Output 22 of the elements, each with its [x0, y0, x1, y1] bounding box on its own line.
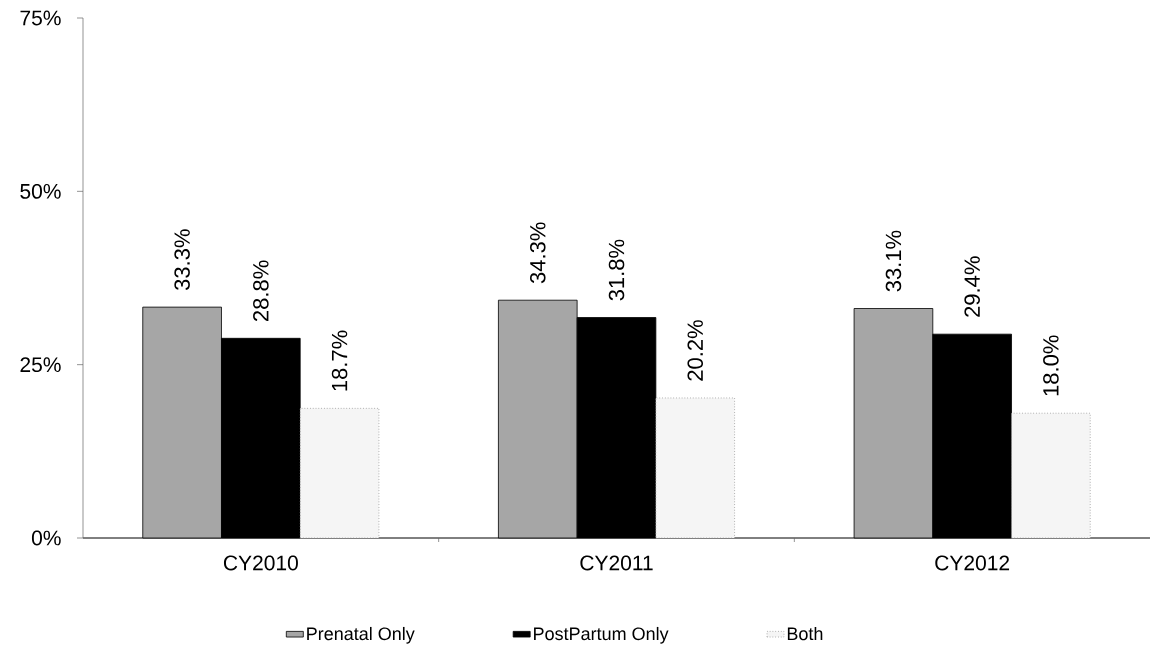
legend-label: PostPartum Only [534, 626, 669, 644]
legend-label: Prenatal Only [307, 626, 415, 644]
data-label: 33.1% [885, 230, 902, 292]
y-tick-label: 75% [20, 10, 61, 26]
y-tick-label: 50% [20, 183, 61, 199]
bar [1011, 412, 1091, 539]
data-label: 29.4% [964, 256, 980, 317]
y-tick-label: 0% [31, 530, 61, 546]
data-label: 18.7% [331, 330, 348, 391]
data-label: 33.3% [174, 229, 190, 291]
data-label: 34.3% [529, 222, 546, 284]
x-tick-label: CY2012 [935, 555, 1010, 571]
data-label: 31.8% [608, 239, 625, 301]
data-label: 28.8% [253, 260, 269, 322]
data-label: 20.2% [687, 320, 704, 381]
legend-label: Both [787, 626, 823, 641]
x-tick-label: CY2011 [580, 555, 653, 571]
bar [299, 407, 380, 539]
bar [655, 397, 735, 539]
x-tick-label: CY2010 [223, 555, 298, 571]
data-label: 18.0% [1043, 335, 1059, 396]
y-tick-label: 25% [20, 357, 61, 373]
